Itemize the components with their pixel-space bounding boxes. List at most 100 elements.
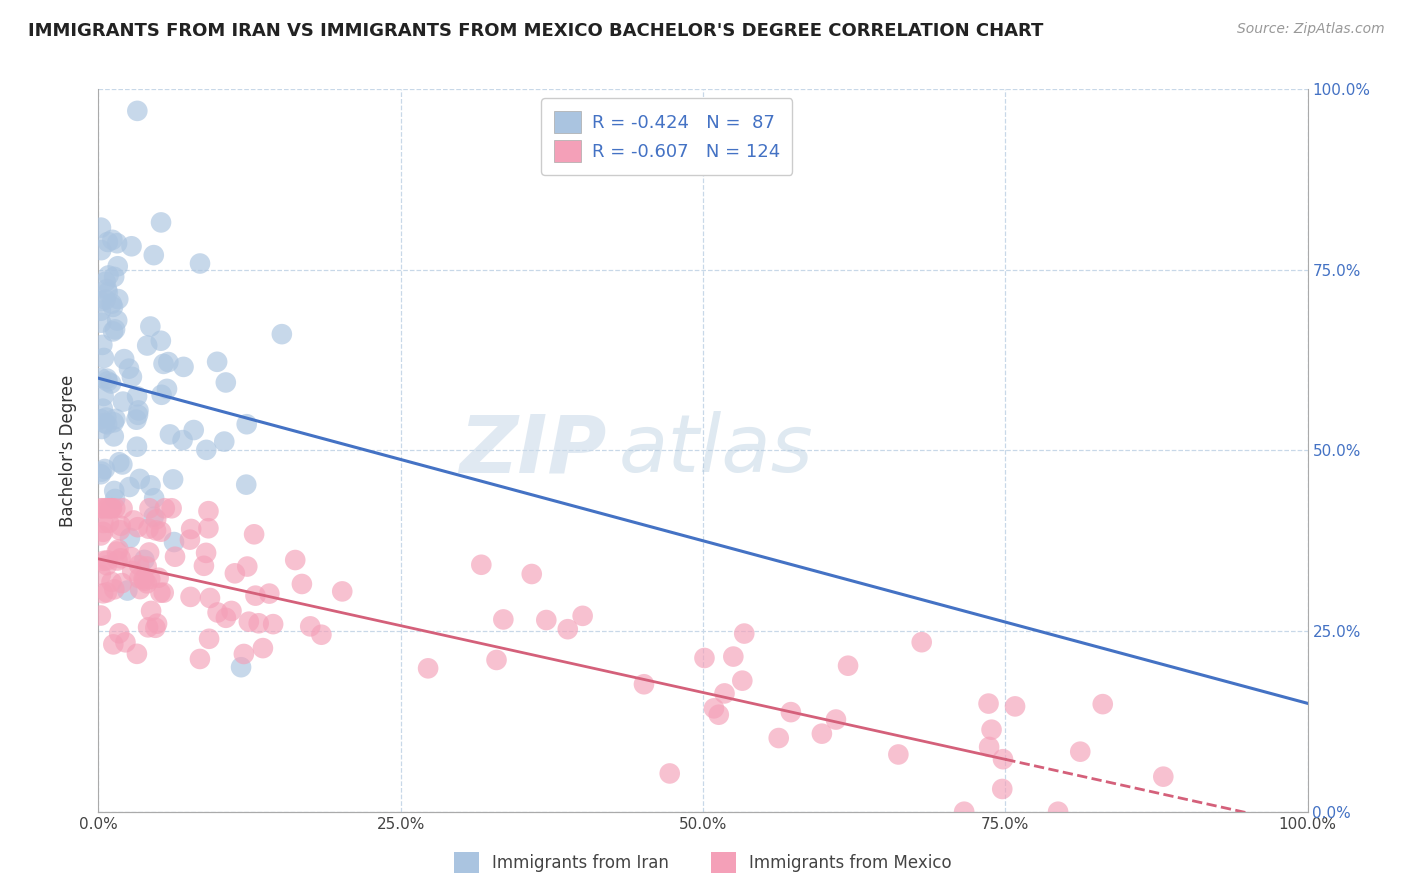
Point: [252, 641, 274, 656]
Point: [145, 524, 167, 538]
Point: [134, 574, 156, 588]
Point: [198, 632, 221, 646]
Point: [188, 652, 211, 666]
Point: [247, 616, 270, 631]
Point: [90, 294, 112, 309]
Point: [93, 389, 115, 403]
Point: [121, 369, 143, 384]
Point: [232, 647, 254, 661]
Point: [90, 243, 112, 257]
Point: [105, 544, 128, 558]
Point: [90, 220, 112, 235]
Point: [94, 293, 117, 307]
Point: [138, 545, 160, 559]
Point: [117, 583, 139, 598]
Point: [139, 319, 162, 334]
Point: [215, 611, 238, 625]
Point: [195, 442, 218, 457]
Point: [128, 472, 150, 486]
Point: [284, 553, 307, 567]
Point: [235, 477, 257, 491]
Point: [125, 389, 148, 403]
Point: [132, 572, 155, 586]
Point: [768, 731, 790, 745]
Point: [97, 268, 120, 283]
Point: [243, 527, 266, 541]
Point: [111, 394, 134, 409]
Point: [693, 651, 716, 665]
Point: [122, 513, 145, 527]
Point: [520, 567, 543, 582]
Point: [979, 739, 1001, 754]
Point: [270, 327, 292, 342]
Text: ZIP: ZIP: [458, 411, 606, 490]
Point: [93, 516, 115, 530]
Point: [224, 566, 246, 581]
Point: [101, 296, 124, 310]
Legend: Immigrants from Iran, Immigrants from Mexico: Immigrants from Iran, Immigrants from Me…: [447, 846, 959, 880]
Point: [125, 647, 148, 661]
Point: [90, 467, 112, 482]
Point: [825, 713, 848, 727]
Point: [152, 357, 174, 371]
Point: [96, 558, 118, 573]
Point: [104, 322, 127, 336]
Point: [159, 427, 181, 442]
Point: [107, 259, 129, 273]
Point: [91, 338, 114, 352]
Legend: R = -0.424   N =  87, R = -0.607   N = 124: R = -0.424 N = 87, R = -0.607 N = 124: [541, 98, 793, 175]
Point: [91, 586, 114, 600]
Point: [160, 501, 183, 516]
Point: [114, 635, 136, 649]
Point: [723, 649, 745, 664]
Point: [108, 523, 131, 537]
Point: [93, 351, 115, 365]
Point: [127, 520, 149, 534]
Point: [108, 455, 131, 469]
Point: [100, 376, 122, 391]
Point: [129, 582, 152, 596]
Point: [148, 571, 170, 585]
Point: [96, 410, 118, 425]
Point: [104, 501, 127, 516]
Y-axis label: Bachelor's Degree: Bachelor's Degree: [59, 375, 77, 526]
Point: [101, 501, 124, 516]
Point: [172, 433, 194, 447]
Point: [557, 622, 579, 636]
Point: [94, 462, 117, 476]
Point: [183, 423, 205, 437]
Point: [180, 590, 202, 604]
Point: [107, 292, 129, 306]
Point: [101, 501, 124, 516]
Point: [146, 616, 169, 631]
Point: [127, 403, 149, 417]
Point: [118, 361, 141, 376]
Point: [163, 535, 186, 549]
Point: [470, 558, 492, 572]
Point: [713, 686, 735, 700]
Point: [91, 501, 114, 516]
Point: [101, 325, 124, 339]
Point: [811, 726, 834, 740]
Point: [135, 576, 157, 591]
Point: [707, 707, 730, 722]
Point: [110, 551, 132, 566]
Point: [197, 521, 219, 535]
Point: [205, 355, 228, 369]
Point: [104, 412, 127, 426]
Point: [103, 269, 125, 284]
Point: [733, 626, 755, 640]
Point: [1091, 697, 1114, 711]
Point: [91, 524, 114, 539]
Point: [93, 554, 115, 568]
Point: [127, 408, 149, 422]
Point: [90, 528, 112, 542]
Point: [105, 236, 128, 251]
Point: [127, 103, 149, 118]
Point: [103, 582, 125, 597]
Point: [125, 413, 148, 427]
Point: [259, 586, 281, 600]
Point: [91, 401, 114, 416]
Point: [96, 553, 118, 567]
Point: [111, 501, 134, 516]
